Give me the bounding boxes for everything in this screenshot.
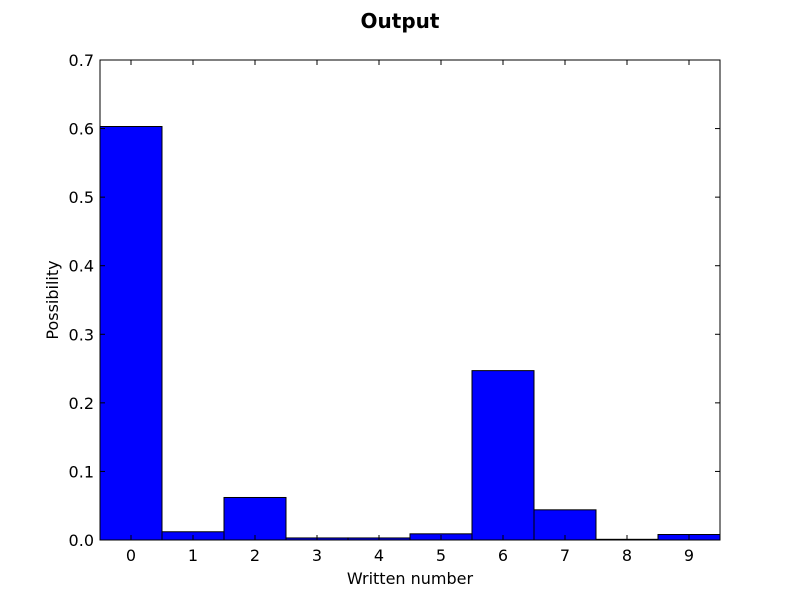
y-tick-label-2: 0.2 (69, 394, 94, 413)
y-tick-label-6: 0.6 (69, 120, 94, 139)
x-tick-label-7: 7 (560, 546, 570, 565)
y-tick-label-4: 0.4 (69, 257, 94, 276)
bar-7 (533, 509, 597, 541)
y-axis-label: Possibility (43, 260, 62, 339)
y-tick-label-0: 0.0 (69, 531, 94, 550)
x-tick-label-1: 1 (188, 546, 198, 565)
x-tick-label-5: 5 (436, 546, 446, 565)
x-tick-label-3: 3 (312, 546, 322, 565)
y-tick-label-3: 0.3 (69, 325, 94, 344)
bar-0 (99, 126, 163, 541)
y-tick-label-5: 0.5 (69, 188, 94, 207)
x-axis-label: Written number (347, 569, 474, 588)
x-tick-label-6: 6 (498, 546, 508, 565)
y-tick-label-1: 0.1 (69, 462, 94, 481)
x-tick-label-4: 4 (374, 546, 384, 565)
x-tick-label-2: 2 (250, 546, 260, 565)
y-tick-label-7: 0.7 (69, 51, 94, 70)
plot-frame (99, 59, 721, 541)
bars-group (99, 126, 721, 541)
x-tick-label-0: 0 (126, 546, 136, 565)
x-tick-label-9: 9 (684, 546, 694, 565)
x-tick-label-8: 8 (622, 546, 632, 565)
ticks-group: 0 1 2 3 4 5 6 7 8 9 0.0 0.1 0.2 0.3 0.4 0.5 0.6 0.7 (69, 51, 720, 565)
bar-2 (223, 496, 287, 541)
bar-6 (471, 370, 535, 541)
chart-title: Output (361, 9, 440, 33)
